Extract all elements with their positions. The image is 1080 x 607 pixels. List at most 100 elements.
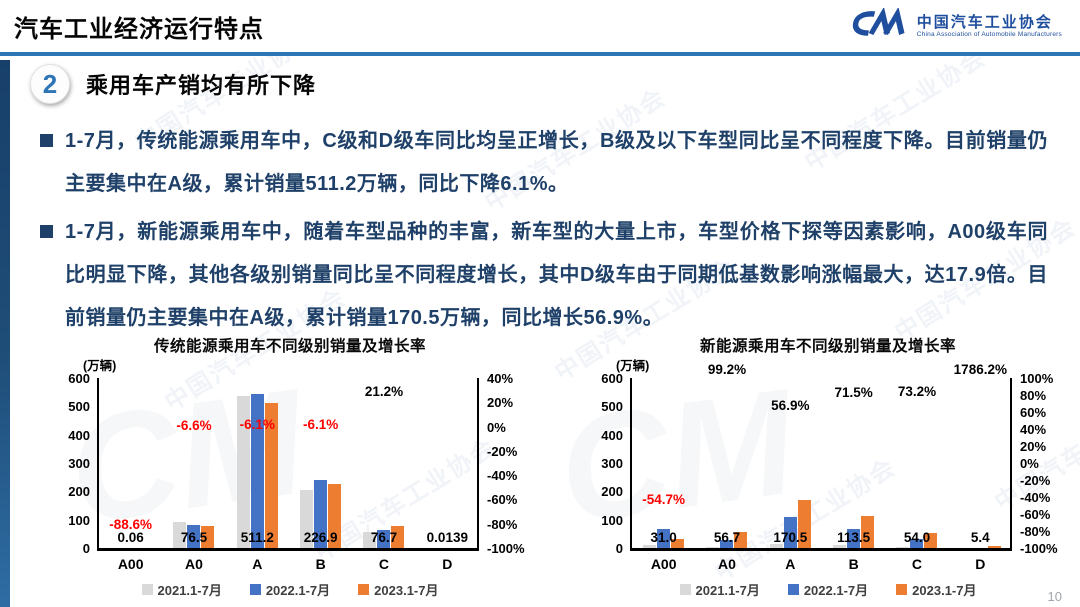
chart-legend: 2021.1-7月 2022.1-7月 2023.1-7月 [55, 580, 525, 599]
bullet-text-1: 1-7月，传统能源乘用车中，C级和D级车同比均呈正增长，B级及以下车型同比呈不同… [65, 130, 1048, 195]
legend-item: 2022.1-7月 [787, 580, 869, 599]
pct-axis-tick: -60% [487, 492, 518, 508]
bar-2021.1-7月-A0 [706, 547, 720, 548]
section-heading: 2 乘用车产销均有所下降 [30, 64, 316, 104]
value-label: 76.5 [180, 530, 208, 545]
bullet-square-icon [40, 225, 53, 238]
growth-label: 1786.2% [953, 362, 1007, 377]
chart-new-energy: 新能源乘用车不同级别销量及增长率 (万辆) 600 500 400 300 200 100… [588, 334, 1068, 606]
x-axis-line [97, 548, 479, 551]
bullet-item-1: 1-7月，传统能源乘用车中，C级和D级车同比均呈正增长，B级及以下车型同比呈不同… [40, 120, 1048, 206]
y-axis-tick: 0 [82, 541, 90, 556]
chart-traditional-energy: 传统能源乘用车不同级别销量及增长率 (万辆) 600 500 400 300 200 10… [55, 334, 525, 606]
value-label: 0.0139 [426, 530, 468, 545]
bar-2023.1-7月-A [797, 499, 811, 548]
value-label: 5.4 [970, 530, 990, 545]
category-slot: C 76.7 21.2% [352, 378, 415, 572]
legend-swatch-icon [141, 584, 153, 595]
legend-label: 2023.1-7月 [374, 583, 439, 598]
x-axis-label: A [785, 556, 796, 572]
bar-2022.1-7月-B [847, 529, 861, 548]
y-axis-tick: 300 [601, 456, 623, 471]
bar-2022.1-7月-A [250, 393, 264, 548]
x-axis-label: A [252, 556, 263, 572]
pct-axis-tick: 40% [1020, 422, 1047, 437]
pct-axis-tick: -100% [487, 541, 525, 556]
growth-label: 99.2% [707, 362, 747, 377]
page-number: 10 [1047, 589, 1062, 604]
value-label: 511.2 [240, 530, 274, 545]
bar-2023.1-7月-B [861, 515, 875, 548]
growth-label: 56.9% [771, 397, 810, 413]
legend-swatch-icon [249, 584, 261, 595]
slide-header: 汽车工业经济运行特点 中国汽车工业协会 China Association of… [0, 0, 1080, 56]
chart-plot-area: 600 500 400 300 200 100 0 100% 80% 60% 40% 20% 0% -20… [601, 362, 1057, 572]
legend-swatch-icon [358, 584, 370, 595]
chart-title: 传统能源乘用车不同级别销量及增长率 [153, 338, 426, 355]
bar-2023.1-7月-A0 [734, 531, 748, 548]
y-axis-tick: 200 [68, 484, 90, 500]
pct-axis-tick: -60% [1020, 507, 1051, 522]
legend-label: 2021.1-7月 [157, 583, 222, 598]
y-axis-tick: 400 [68, 427, 90, 443]
legend-item: 2023.1-7月 [896, 580, 976, 599]
bar-2023.1-7月-A0 [201, 526, 215, 548]
growth-label: 21.2% [364, 383, 404, 399]
category-slot: A00 31.0 -54.7% [632, 378, 695, 572]
y-axis-tick: 500 [68, 399, 90, 415]
category-slot: D 5.4 1786.2% [949, 362, 1012, 572]
x-axis-label: B [315, 556, 326, 572]
pct-axis-tick: 0% [487, 419, 506, 435]
page-title: 汽车工业经济运行特点 [14, 15, 264, 43]
bar-2023.1-7月-C [924, 532, 938, 548]
logo-name-cn: 中国汽车工业协会 [916, 13, 1053, 31]
category-slot: A00 0.06 -88.6% [99, 378, 162, 572]
pct-axis-tick: -80% [487, 516, 518, 532]
x-axis-label: A00 [117, 556, 144, 572]
pct-axis-tick: -80% [1020, 524, 1051, 539]
pct-axis-tick: -40% [1020, 490, 1051, 505]
bar-2022.1-7月-A0 [187, 524, 201, 548]
pct-axis-tick: 0% [1020, 456, 1039, 471]
pct-axis-tick: 60% [1020, 405, 1047, 420]
bullet-square-icon [40, 134, 53, 147]
bar-2021.1-7月-B [833, 545, 847, 548]
bar-2021.1-7月-C [896, 547, 910, 548]
growth-label: -6.6% [176, 417, 212, 433]
growth-label: -88.6% [109, 517, 153, 533]
bar-2022.1-7月-A00 [657, 528, 671, 548]
category-slot: B 226.9 -6.1% [289, 378, 352, 572]
value-label: 170.5 [773, 530, 808, 545]
logo-name-en: China Association of Automobile Manufact… [916, 30, 1062, 38]
bullet-list: 1-7月，传统能源乘用车中，C级和D级车同比均呈正增长，B级及以下车型同比呈不同… [40, 120, 1048, 345]
pct-axis-tick: -100% [1020, 541, 1058, 556]
chart-legend: 2021.1-7月 2022.1-7月 2023.1-7月 [588, 580, 1068, 599]
pct-axis-tick: 20% [487, 395, 514, 411]
x-axis-line [630, 548, 1012, 551]
y-axis-tick: 600 [601, 371, 623, 386]
x-axis-label: A0 [718, 556, 736, 572]
pct-axis-tick: 100% [1020, 371, 1054, 386]
bar-2021.1-7月-A [236, 395, 250, 548]
pct-axis-tick: 40% [487, 371, 514, 386]
value-label: 54.0 [903, 530, 931, 545]
chart-plot-area: 600 500 400 300 200 100 0 40% 20% 0% -20% -40% -60% -… [68, 371, 524, 572]
x-axis-label: C [911, 556, 923, 572]
legend-swatch-icon [679, 584, 691, 595]
legend-label: 2021.1-7月 [695, 583, 760, 598]
pct-axis-tick: 80% [1020, 388, 1047, 403]
section-number-badge: 2 [30, 64, 70, 104]
legend-item: 2021.1-7月 [679, 580, 760, 599]
x-axis-label: D [442, 556, 453, 572]
x-axis-label: C [378, 556, 390, 572]
value-label: 113.5 [837, 530, 871, 545]
y-axis-tick: 300 [68, 456, 90, 471]
bar-2021.1-7月-A0 [173, 521, 187, 548]
right-axis-line [477, 378, 479, 551]
bar-2022.1-7月-A [783, 517, 797, 548]
category-slot: A0 56.7 99.2% [695, 362, 758, 572]
category-slot: D 0.0139 [416, 378, 479, 572]
legend-label: 2022.1-7月 [803, 583, 869, 598]
y-axis-tick: 500 [601, 399, 623, 415]
legend-swatch-icon [896, 584, 908, 595]
